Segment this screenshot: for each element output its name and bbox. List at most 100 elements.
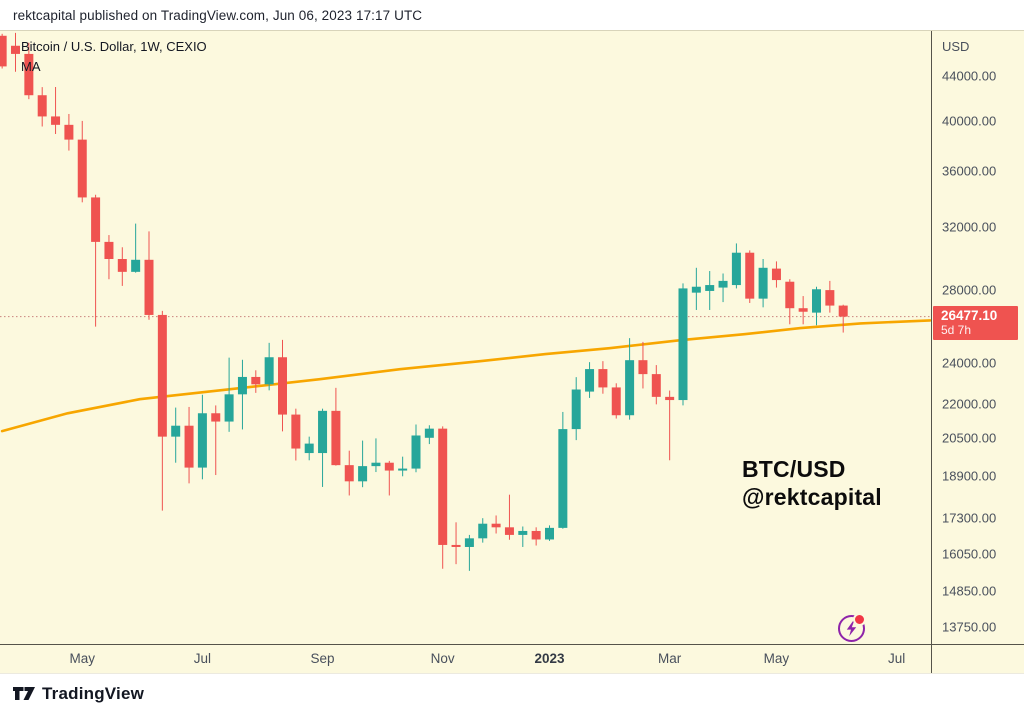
candle [798, 296, 808, 325]
candle [77, 120, 87, 203]
price-axis-tick: 22000.00 [942, 396, 997, 412]
candle [371, 438, 381, 473]
price-axis-tick: 28000.00 [942, 282, 997, 298]
candle [344, 450, 354, 496]
bar-countdown: 5d 7h [941, 322, 972, 337]
candle [197, 394, 207, 480]
candle [171, 407, 181, 463]
candle [464, 534, 474, 571]
candle [384, 460, 394, 496]
candle [531, 527, 541, 546]
price-axis-unit: USD [942, 39, 970, 54]
candlestick-plot [0, 32, 931, 571]
candle [705, 271, 715, 310]
candle [184, 406, 194, 484]
chart-annotation: BTC/USD @rektcapital [742, 455, 882, 511]
candle [731, 243, 741, 289]
price-axis-tick: 14850.00 [942, 583, 997, 599]
time-axis-label: Mar [658, 651, 682, 666]
candle [598, 361, 608, 394]
price-axis-tick: 16050.00 [942, 546, 997, 562]
candle [131, 223, 141, 273]
candle [37, 87, 47, 127]
candle [117, 247, 127, 286]
price-axis-tick: 20500.00 [942, 430, 997, 446]
candle [358, 440, 368, 488]
lightning-bolt-icon [846, 620, 857, 637]
notification-dot [853, 613, 866, 626]
time-axis-label: 2023 [534, 651, 565, 666]
time-axis-label: May [69, 651, 96, 666]
annotation-line-2: @rektcapital [742, 484, 882, 510]
publish-info-text: rektcapital published on TradingView.com… [13, 7, 423, 23]
candle [91, 194, 101, 327]
candle [51, 87, 61, 134]
price-axis-tick: 18900.00 [942, 468, 997, 484]
candle [318, 408, 328, 487]
candle [678, 283, 688, 406]
chart-area: Bitcoin / U.S. Dollar, 1W, CEXIO MA BTC/… [0, 30, 1024, 673]
candle [157, 310, 167, 511]
candle [785, 279, 795, 325]
candle [64, 113, 74, 151]
candle [545, 525, 554, 541]
candle [11, 32, 20, 72]
candle [211, 405, 221, 476]
candle [224, 357, 234, 432]
candle [291, 408, 301, 461]
publish-bar: rektcapital published on TradingView.com… [0, 0, 1024, 30]
chart-legend: Bitcoin / U.S. Dollar, 1W, CEXIO MA [21, 37, 207, 77]
candle [571, 377, 581, 441]
candle [651, 365, 661, 405]
candle [0, 33, 7, 69]
candle [745, 250, 755, 303]
candle [104, 235, 114, 280]
candle [504, 494, 514, 540]
last-price-badge: 26477.10 5d 7h [933, 305, 1018, 340]
candle [625, 338, 635, 420]
candle [638, 341, 648, 389]
price-axis-tick: 13750.00 [942, 619, 997, 635]
indicator-label: MA [21, 59, 41, 74]
candle [478, 518, 488, 543]
last-price-value: 26477.10 [941, 307, 998, 323]
price-axis-tick: 44000.00 [942, 68, 997, 84]
candle [451, 522, 461, 565]
candle [838, 304, 848, 333]
tradingview-logo-link[interactable]: TradingView [13, 684, 144, 704]
candle [611, 383, 621, 419]
price-axis-tick: 36000.00 [942, 163, 997, 179]
candle [558, 411, 568, 529]
time-axis-label: Sep [310, 651, 335, 666]
candle [331, 387, 341, 466]
footer-bar: TradingView [0, 673, 1024, 713]
price-axis-tick: 24000.00 [942, 355, 997, 371]
time-axis-label: Jul [887, 651, 906, 666]
time-axis-label: Nov [430, 651, 455, 666]
candle [585, 362, 595, 398]
time-axis-label: Jul [193, 651, 212, 666]
price-axis-tick: 40000.00 [942, 113, 997, 129]
candle [278, 339, 287, 432]
candle [718, 273, 728, 303]
candle [665, 390, 675, 461]
candle [825, 280, 835, 313]
candle [237, 359, 247, 430]
time-axis: May Jul Sep Nov 2023 Mar May Jul [0, 644, 1024, 673]
candle [398, 456, 408, 477]
candle [491, 515, 501, 534]
candle [24, 42, 34, 100]
candle [411, 424, 421, 473]
candle [771, 261, 781, 288]
candle [812, 286, 821, 326]
candle [758, 259, 768, 308]
ma-line [0, 319, 931, 433]
price-axis-tick: 32000.00 [942, 219, 997, 235]
candle [144, 231, 154, 320]
candle [691, 267, 701, 310]
annotation-line-1: BTC/USD [742, 456, 846, 482]
candle [438, 426, 448, 569]
lightning-badge-icon[interactable] [838, 613, 866, 642]
symbol-title: Bitcoin / U.S. Dollar, 1W, CEXIO [21, 39, 207, 54]
